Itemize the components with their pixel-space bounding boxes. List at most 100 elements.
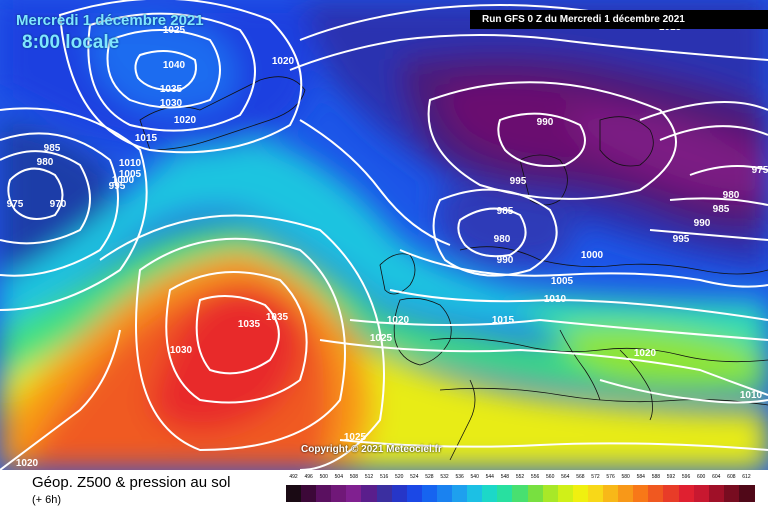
copyright-notice: Copyright © 2021 Meteociel.fr [301, 444, 442, 455]
coastlines [139, 76, 768, 461]
pressure-label: 1015 [492, 315, 515, 326]
pressure-label: 995 [510, 176, 527, 187]
scale-tick: 512 [364, 474, 374, 480]
scale-tick: 504 [334, 474, 343, 480]
pressure-label: 980 [723, 190, 740, 201]
pressure-label: 985 [44, 143, 61, 154]
pressure-label: 995 [673, 234, 690, 245]
scale-tick: 532 [440, 474, 449, 480]
scale-tick: 564 [561, 474, 570, 480]
scale-swatch [436, 485, 453, 502]
legend-footer: Géop. Z500 & pression au sol (+ 6h) 492 4… [0, 470, 768, 512]
pressure-label: 1020 [174, 115, 197, 126]
pressure-label: 990 [497, 255, 514, 266]
scale-swatch [512, 485, 529, 502]
scale-tick: 608 [727, 474, 736, 480]
scale-tick: 588 [651, 474, 661, 480]
pressure-label: 985 [497, 206, 514, 217]
scale-swatch [527, 485, 544, 502]
scale-tick: 612 [742, 474, 751, 480]
isobars [0, 0, 768, 470]
pressure-label: 1005 [551, 276, 574, 287]
scale-tick: 524 [410, 474, 419, 480]
scale-swatch [542, 485, 559, 502]
run-info-box: Run GFS 0 Z du Mercredi 1 décembre 2021 [470, 10, 768, 29]
pressure-label: 1035 [266, 312, 289, 323]
scale-swatch [648, 485, 665, 502]
pressure-label: 1020 [634, 348, 657, 359]
scale-tick: 568 [576, 474, 585, 480]
scale-swatch [316, 485, 333, 502]
scale-swatch [603, 485, 620, 502]
scale-tick: 548 [500, 474, 510, 480]
scale-tick: 592 [666, 474, 676, 480]
scale-tick: 516 [379, 474, 389, 480]
pressure-label: 970 [50, 199, 67, 210]
scale-swatch [618, 485, 635, 502]
pressure-label: 1030 [170, 345, 193, 356]
pressure-label: 1010 [740, 390, 763, 401]
scale-swatch [361, 485, 378, 502]
pressure-label: 975 [752, 165, 768, 176]
scale-swatch [376, 485, 393, 502]
pressure-label: 995 [109, 181, 126, 192]
pressure-label: 980 [494, 234, 511, 245]
scale-swatch [391, 485, 408, 502]
pressure-label: 1010 [119, 158, 142, 169]
legend-subtitle: (+ 6h) [32, 494, 62, 506]
pressure-label: 1010 [544, 294, 567, 305]
scale-swatch [738, 485, 755, 502]
pressure-label: 1020 [387, 315, 410, 326]
pressure-label: 1020 [272, 56, 295, 67]
scale-tick: 544 [485, 474, 494, 480]
scale-swatch [572, 485, 589, 502]
pressure-label: 1040 [163, 60, 186, 71]
scale-swatch [497, 485, 514, 502]
scale-swatch [467, 485, 484, 502]
pressure-label: 1035 [160, 84, 183, 95]
weather-map: 1025 1040 1035 1030 1020 1020 1015 985 980 975 970… [0, 0, 768, 470]
scale-tick: 584 [636, 474, 645, 480]
scale-swatch [452, 485, 469, 502]
pressure-label: 1020 [16, 458, 39, 469]
forecast-time: 8:00 locale [22, 32, 120, 53]
scale-swatch [286, 485, 302, 502]
scale-swatch [708, 485, 725, 502]
legend-title: Géop. Z500 & pression au sol [32, 474, 231, 491]
scale-swatch [406, 485, 423, 502]
scale-tick: 556 [530, 474, 540, 480]
scale-tick: 508 [349, 474, 359, 480]
scale-tick: 576 [606, 474, 615, 480]
scale-swatch [331, 485, 348, 502]
scale-tick: 572 [591, 474, 600, 480]
scale-tick: 604 [712, 474, 721, 480]
scale-tick: 496 [304, 474, 313, 480]
scale-tick: 596 [681, 474, 691, 480]
scale-swatch [693, 485, 710, 502]
pressure-label: 1000 [112, 175, 135, 186]
scale-tick: 536 [455, 474, 464, 480]
scale-tick: 540 [470, 474, 479, 480]
scale-tick: 528 [425, 474, 434, 480]
pressure-label: 1035 [238, 319, 261, 330]
scale-tick: 580 [621, 474, 630, 480]
isobar-overlay: 1025 1040 1035 1030 1020 1020 1015 985 980 975 970… [0, 0, 768, 470]
scale-swatch [301, 485, 318, 502]
pressure-label: 980 [37, 157, 54, 168]
pressure-label: 1015 [135, 133, 158, 144]
scale-tick: 492 [289, 474, 298, 480]
scale-swatch [482, 485, 499, 502]
scale-swatch [421, 485, 438, 502]
pressure-label: 1000 [581, 250, 604, 261]
pressure-label: 1025 [344, 432, 367, 443]
pressure-label: 1025 [370, 333, 393, 344]
scale-tick: 552 [515, 474, 525, 480]
scale-swatch [663, 485, 680, 502]
scale-swatch [723, 485, 740, 502]
pressure-label: 1030 [160, 98, 183, 109]
pressure-label: 990 [537, 117, 554, 128]
pressure-label: 1005 [119, 169, 142, 180]
scale-tick: 520 [395, 474, 404, 480]
forecast-date: Mercredi 1 décembre 2021 [16, 12, 204, 29]
scale-swatch [633, 485, 650, 502]
